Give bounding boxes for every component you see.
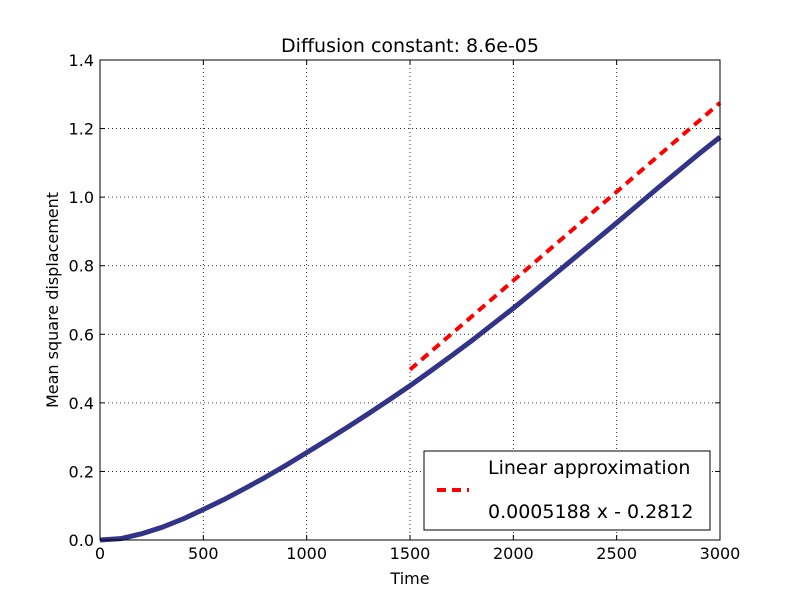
x-tick-label: 500 bbox=[188, 544, 219, 563]
x-tick-label: 2500 bbox=[596, 544, 637, 563]
y-tick-label: 1.4 bbox=[69, 51, 94, 70]
y-tick-label: 0.6 bbox=[69, 325, 94, 344]
y-axis-label: Mean square displacement bbox=[43, 192, 62, 408]
x-tick-label: 0 bbox=[95, 544, 105, 563]
legend-label-line2: 0.0005188 x - 0.2812 bbox=[488, 501, 693, 523]
legend-box bbox=[423, 450, 711, 531]
y-tick-label: 0.4 bbox=[69, 394, 94, 413]
series-linear-approximation bbox=[408, 101, 722, 372]
x-tick-label: 1500 bbox=[390, 544, 431, 563]
y-tick-label: 1.2 bbox=[69, 120, 94, 139]
y-tick-label: 0.0 bbox=[69, 531, 94, 550]
x-axis-label: Time bbox=[389, 569, 429, 588]
legend: Linear approximation 0.0005188 x - 0.281… bbox=[423, 450, 711, 531]
x-tick-label: 3000 bbox=[700, 544, 741, 563]
x-tick-label: 2000 bbox=[493, 544, 534, 563]
ticks: 0 500 1000 1500 2000 2500 3000 0.0 0.2 0.4 0.6 0.8 1… bbox=[69, 51, 741, 563]
series-msd bbox=[99, 135, 722, 543]
x-tick-label: 1000 bbox=[286, 544, 327, 563]
chart-title: Diffusion constant: 8.6e-05 bbox=[281, 35, 539, 57]
y-tick-label: 1.0 bbox=[69, 188, 94, 207]
legend-label-line1: Linear approximation bbox=[488, 457, 690, 479]
series-layer bbox=[99, 101, 722, 543]
y-tick-label: 0.8 bbox=[69, 257, 94, 276]
y-tick-label: 0.2 bbox=[69, 462, 94, 481]
